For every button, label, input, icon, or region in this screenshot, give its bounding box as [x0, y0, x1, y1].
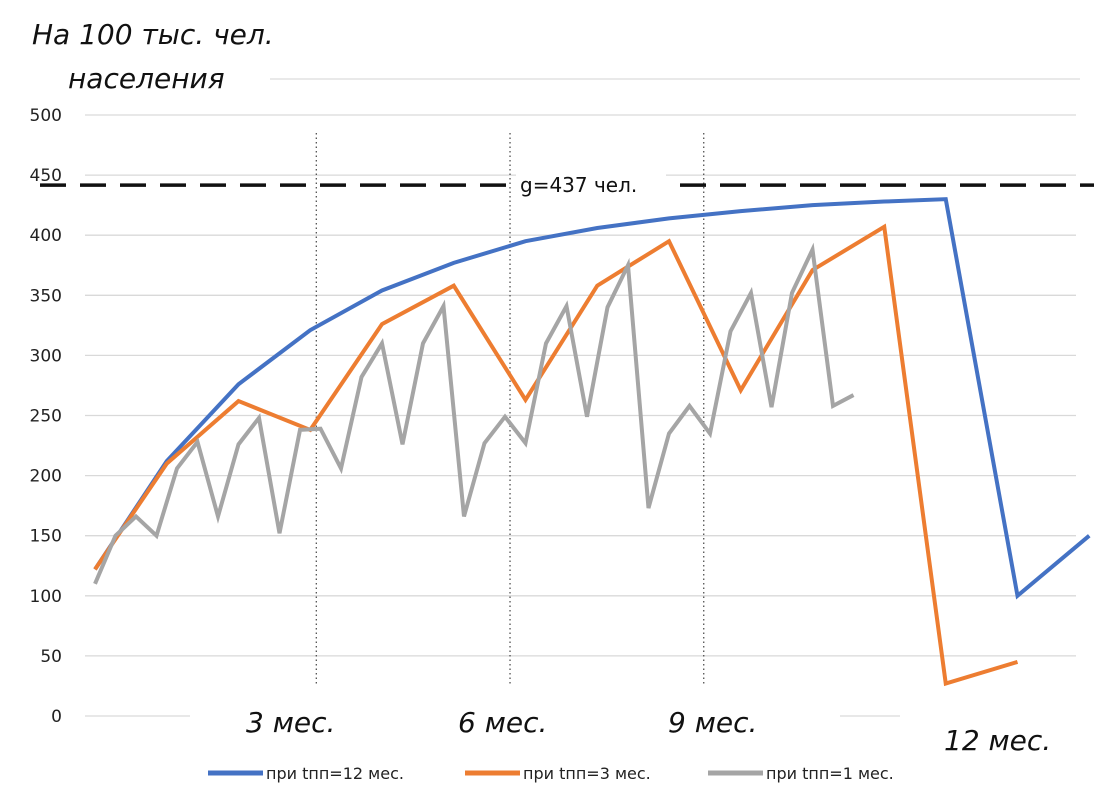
- month-label: 6 мес.: [458, 706, 547, 739]
- y-axis-label-line2: населения: [68, 62, 225, 95]
- threshold-label-bg: [516, 167, 666, 198]
- month-label: 3 мес.: [246, 706, 335, 739]
- y-tick-label: 100: [30, 587, 62, 607]
- y-tick-label: 450: [30, 166, 62, 186]
- y-axis-ticks: 0 50 100 150 200 250 300 350 400 450 500: [30, 106, 62, 727]
- legend-label: при tпп=3 мес.: [523, 764, 651, 783]
- legend-label: при tпп=12 мес.: [266, 764, 404, 783]
- threshold-line: g=437 чел.: [40, 167, 1094, 198]
- series-lines: [93, 197, 1091, 687]
- threshold-label: g=437 чел.: [520, 173, 637, 197]
- y-tick-label: 50: [40, 647, 62, 667]
- y-tick-label: 0: [51, 707, 62, 727]
- month-label: 12 мес.: [944, 724, 1051, 757]
- y-tick-label: 250: [30, 407, 62, 427]
- y-tick-label: 150: [30, 527, 62, 547]
- y-tick-label: 350: [30, 286, 62, 306]
- series-line-3: [93, 242, 855, 585]
- month-label: 9 мес.: [668, 706, 757, 739]
- y-tick-label: 200: [30, 467, 62, 487]
- gridlines: [85, 114, 1076, 717]
- y-tick-label: 300: [30, 346, 62, 366]
- month-labels: 3 мес. 6 мес. 9 мес. 12 мес.: [246, 706, 1051, 757]
- legend: при tпп=12 мес. при tпп=3 мес. при tпп=1 м…: [208, 764, 894, 783]
- y-tick-label: 400: [30, 226, 62, 246]
- month-dividers: [315, 133, 705, 684]
- series-line-1: [93, 197, 1091, 600]
- legend-label: при tпп=1 мес.: [766, 764, 894, 783]
- y-axis-label-line1: На 100 тыс. чел.: [32, 18, 274, 51]
- series-line-2: [93, 223, 1019, 687]
- y-tick-label: 500: [30, 106, 62, 126]
